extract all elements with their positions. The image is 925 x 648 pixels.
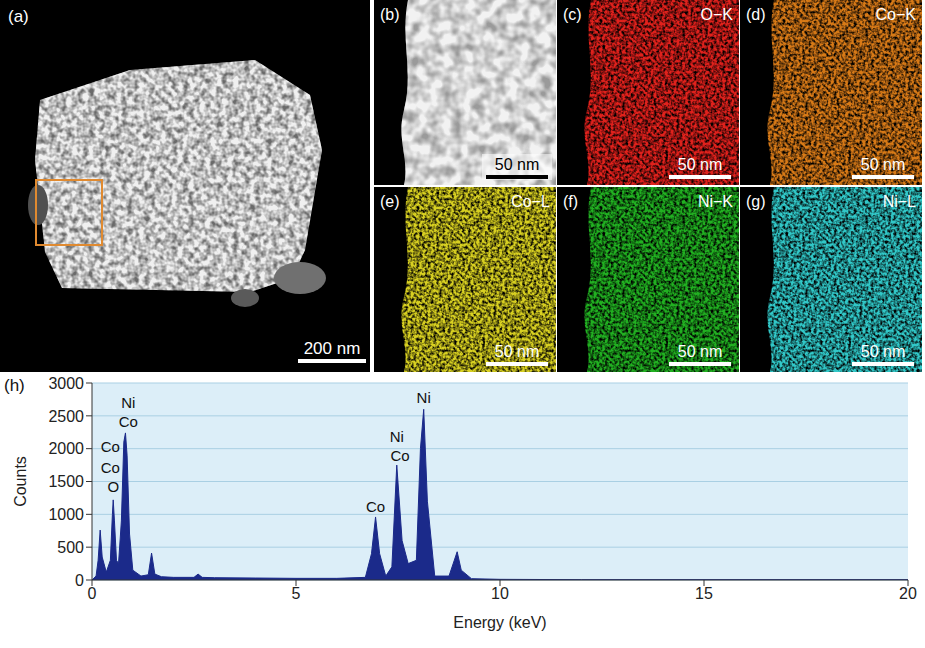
svg-text:50 nm: 50 nm xyxy=(861,343,905,360)
svg-text:0: 0 xyxy=(88,585,97,602)
svg-text:1000: 1000 xyxy=(48,506,84,523)
svg-text:50 nm: 50 nm xyxy=(495,343,539,360)
svg-text:10: 10 xyxy=(491,585,509,602)
svg-text:Co: Co xyxy=(366,498,385,515)
svg-text:20: 20 xyxy=(899,585,917,602)
svg-text:2000: 2000 xyxy=(48,440,84,457)
svg-text:Energy (keV): Energy (keV) xyxy=(453,614,546,631)
svg-text:200 nm: 200 nm xyxy=(304,339,361,358)
svg-text:3000: 3000 xyxy=(48,375,84,392)
svg-text:(c): (c) xyxy=(563,6,582,23)
svg-text:50 nm: 50 nm xyxy=(678,343,722,360)
svg-text:Co: Co xyxy=(101,459,120,476)
svg-text:Co: Co xyxy=(390,447,409,464)
svg-text:0: 0 xyxy=(75,572,84,589)
svg-text:(d): (d) xyxy=(746,6,766,23)
svg-text:Co−L: Co−L xyxy=(511,193,550,210)
svg-text:Ni: Ni xyxy=(390,428,404,445)
svg-text:50 nm: 50 nm xyxy=(495,156,539,173)
svg-text:(f): (f) xyxy=(563,193,578,210)
svg-text:O: O xyxy=(107,478,119,495)
svg-text:(a): (a) xyxy=(8,7,29,26)
svg-text:5: 5 xyxy=(292,585,301,602)
svg-text:Ni−K: Ni−K xyxy=(698,193,733,210)
svg-text:Co: Co xyxy=(101,438,120,455)
html-text:(h): (h) xyxy=(4,376,25,395)
svg-text:Co−K: Co−K xyxy=(876,6,917,23)
svg-text:50 nm: 50 nm xyxy=(678,156,722,173)
svg-text:2500: 2500 xyxy=(48,408,84,425)
svg-text:Ni: Ni xyxy=(417,389,431,406)
svg-text:(e): (e) xyxy=(380,193,400,210)
svg-text:Counts: Counts xyxy=(12,456,29,507)
svg-text:500: 500 xyxy=(57,539,84,556)
svg-text:15: 15 xyxy=(695,585,713,602)
svg-text:Ni−L: Ni−L xyxy=(883,193,916,210)
svg-text:(b): (b) xyxy=(380,6,400,23)
svg-text:Ni: Ni xyxy=(121,394,135,411)
svg-text:1500: 1500 xyxy=(48,473,84,490)
svg-text:(g): (g) xyxy=(746,193,766,210)
svg-text:Co: Co xyxy=(119,413,138,430)
svg-text:50 nm: 50 nm xyxy=(861,156,905,173)
svg-text:O−K: O−K xyxy=(701,6,734,23)
